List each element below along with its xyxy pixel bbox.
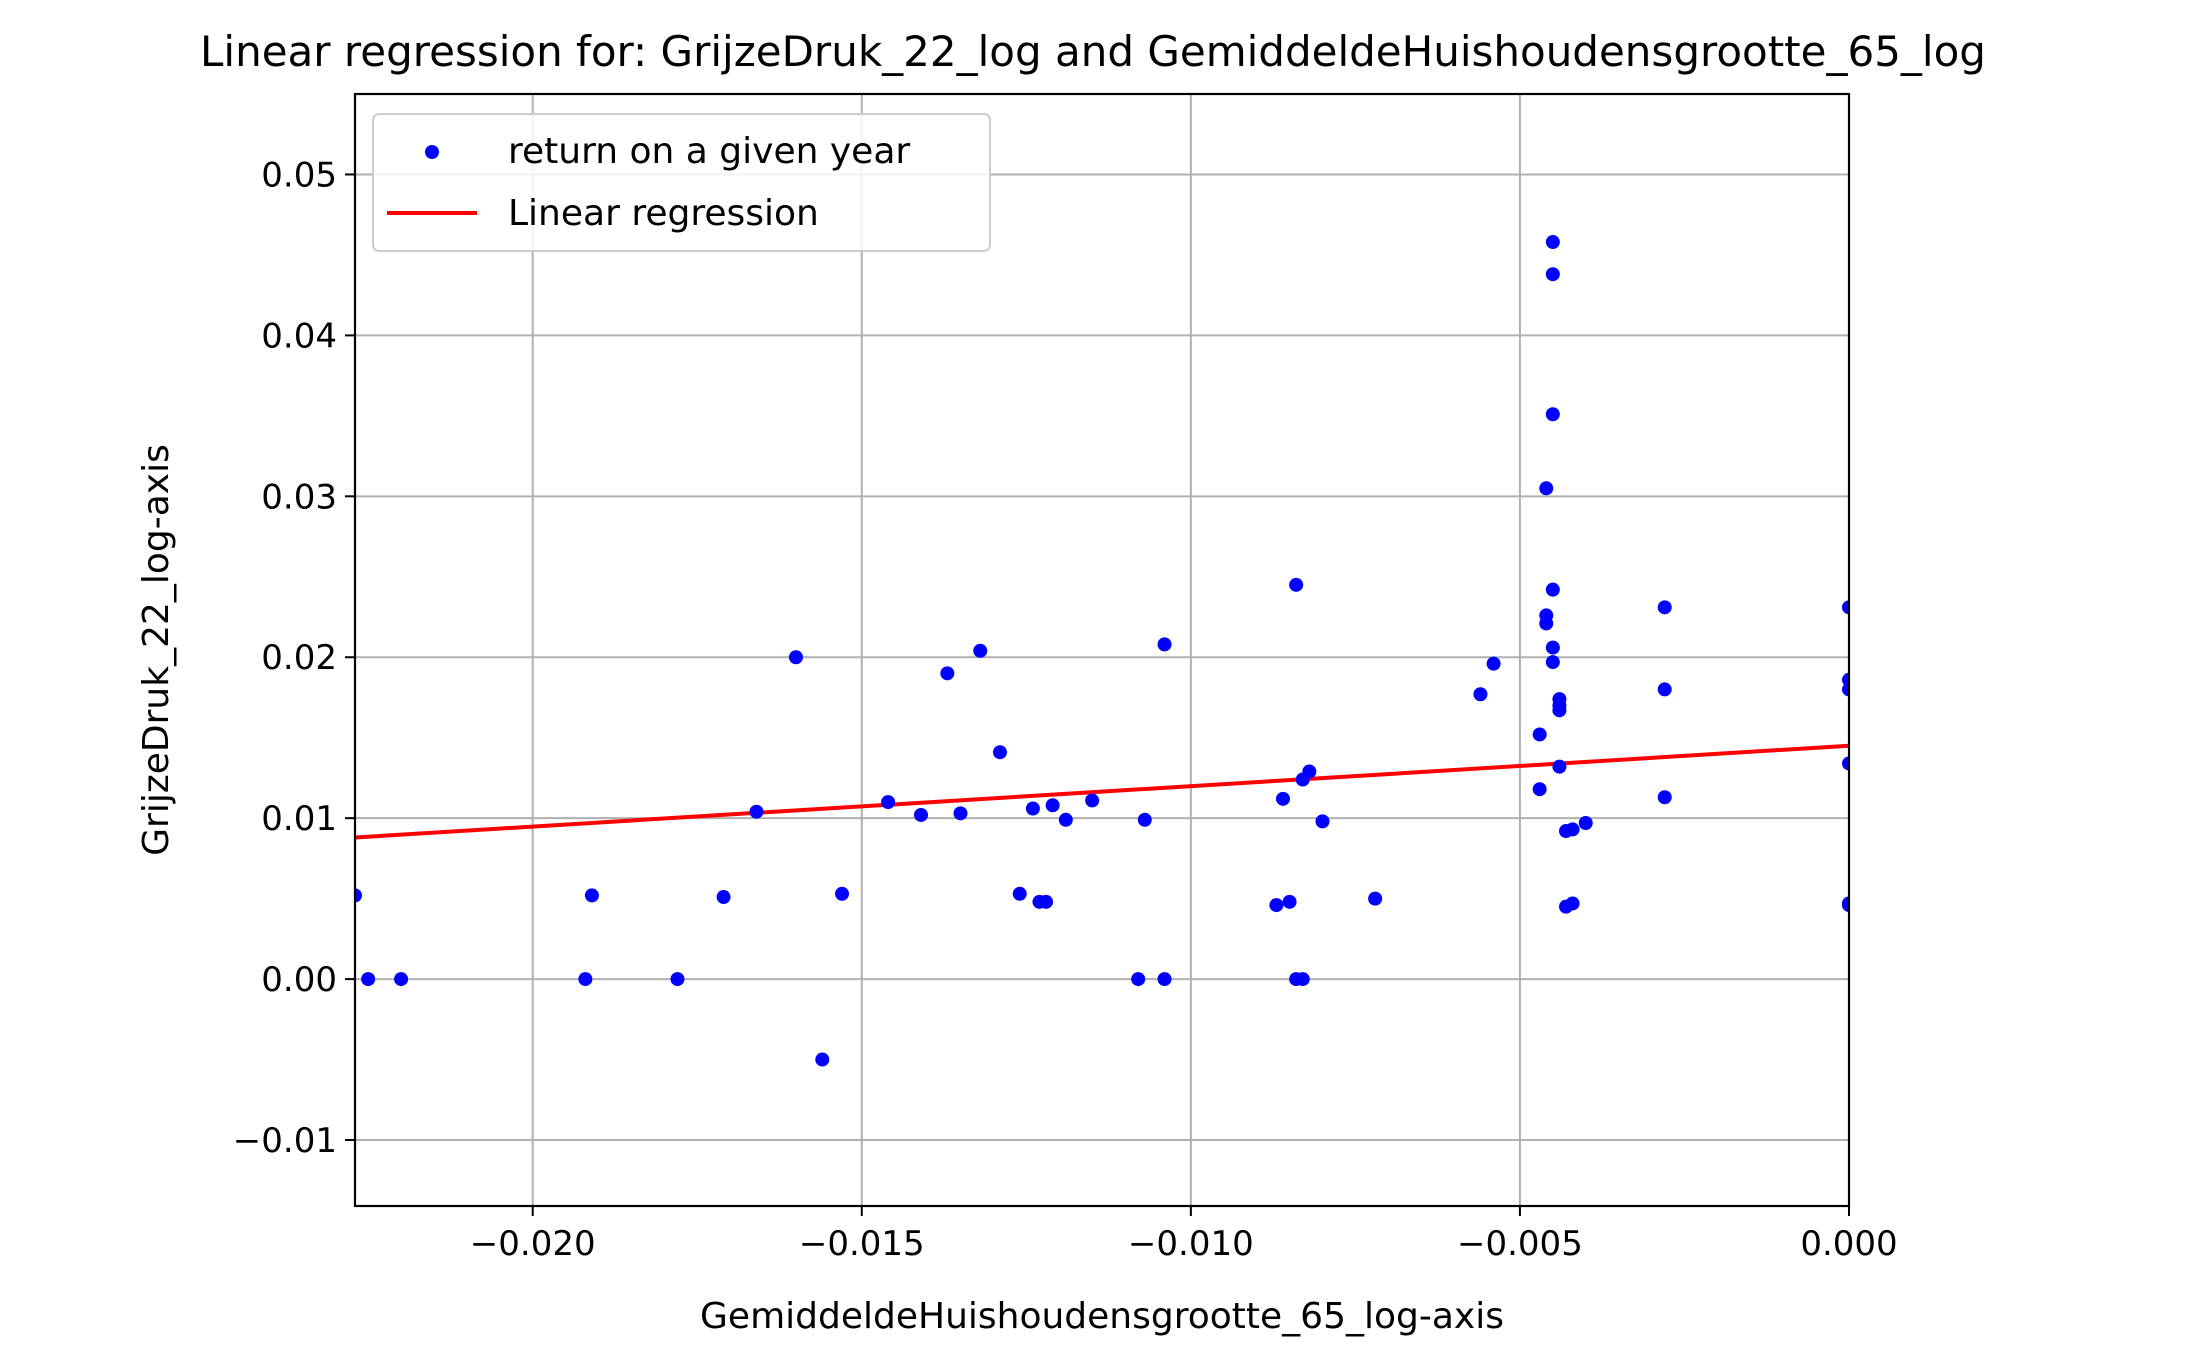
scatter-point (1315, 814, 1330, 829)
scatter-point (1539, 481, 1554, 496)
scatter-point (1552, 692, 1567, 707)
scatter-point (361, 972, 376, 987)
scatter-point (1545, 407, 1560, 422)
scatter-point (788, 650, 803, 665)
grid (355, 94, 1850, 1206)
scatter-point (1045, 798, 1060, 813)
legend-label-scatter: return on a given year (508, 131, 910, 172)
scatter-point (1565, 822, 1580, 837)
scatter-point (1473, 687, 1488, 702)
scatter-point (1058, 812, 1073, 827)
scatter-point (940, 666, 955, 681)
y-tick-label: 0.04 (261, 316, 337, 356)
scatter-point (1532, 782, 1547, 797)
scatter-point (1137, 812, 1152, 827)
scatter-point (1157, 637, 1172, 652)
y-axis-label: GrijzeDruk_22_log-axis (136, 444, 177, 856)
scatter-point (1269, 898, 1284, 913)
y-tick-label: 0.05 (261, 155, 337, 195)
scatter-point (578, 972, 593, 987)
scatter-point (835, 886, 850, 901)
scatter-point (1842, 756, 1849, 771)
x-tick-label: 0.000 (1800, 1224, 1897, 1264)
scatter-point (1539, 608, 1554, 623)
y-tick-label: 0.03 (261, 477, 337, 517)
legend: return on a given year Linear regression (372, 113, 991, 252)
scatter-point (1302, 764, 1317, 779)
legend-label-regression: Linear regression (508, 193, 819, 234)
scatter-point (1842, 600, 1849, 615)
scatter-point (1157, 972, 1172, 987)
scatter-point (1657, 790, 1672, 805)
scatter-point (1545, 582, 1560, 597)
scatter-point (394, 972, 409, 987)
legend-box (372, 113, 991, 252)
scatter-point (992, 745, 1007, 760)
scatter-point (1295, 972, 1310, 987)
scatter-point (1545, 267, 1560, 282)
scatter-point (881, 795, 896, 810)
scatter-point (1545, 640, 1560, 655)
scatter-point (1565, 896, 1580, 911)
scatter-point (1578, 815, 1593, 830)
scatter-point (716, 890, 731, 905)
scatter-point (1368, 891, 1383, 906)
scatter-point (953, 806, 968, 821)
scatter-point (1275, 791, 1290, 806)
x-axis-label: GemiddeldeHuishoudensgrootte_65_log-axis (700, 1296, 1504, 1337)
scatter-point (1842, 682, 1849, 697)
scatter-point (670, 972, 685, 987)
x-tick-label: −0.020 (470, 1224, 596, 1264)
scatter-point (1012, 886, 1027, 901)
scatter-point (1289, 577, 1304, 592)
scatter-point (1842, 896, 1849, 911)
y-ticks: −0.01 0.00 0.01 0.02 0.03 0.04 0.05 (233, 155, 355, 1161)
scatter-point (1657, 682, 1672, 697)
legend-marker-scatter (425, 145, 439, 159)
scatter-point (1282, 894, 1297, 909)
x-tick-label: −0.010 (1128, 1224, 1254, 1264)
scatter-points (355, 235, 1849, 1067)
chart-title: Linear regression for: GrijzeDruk_22_log… (200, 27, 1986, 76)
scatter-point (584, 888, 599, 903)
scatter-point (355, 888, 362, 903)
scatter-point (1552, 759, 1567, 774)
scatter-point (1039, 894, 1054, 909)
scatter-point (1532, 727, 1547, 742)
x-tick-label: −0.005 (1457, 1224, 1583, 1264)
scatter-point (815, 1052, 830, 1067)
x-ticks: −0.020 −0.015 −0.010 −0.005 0.000 (470, 1206, 1898, 1264)
scatter-point (914, 807, 929, 822)
scatter-point (973, 643, 988, 658)
scatter-point (1085, 793, 1100, 808)
scatter-point (1545, 655, 1560, 670)
scatter-point (749, 804, 764, 819)
axes-frame (353, 92, 1851, 1208)
regression-layer (354, 743, 1850, 840)
scatter-point (1545, 235, 1560, 250)
y-tick-label: 0.02 (261, 638, 337, 678)
y-tick-label: −0.01 (233, 1121, 337, 1161)
scatter-point (1025, 801, 1040, 816)
x-tick-label: −0.015 (799, 1224, 925, 1264)
y-tick-label: 0.00 (261, 960, 337, 1000)
y-tick-label: 0.01 (261, 799, 337, 839)
scatter-point (1486, 656, 1501, 671)
scatter-point (1657, 600, 1672, 615)
regression-line (354, 743, 1850, 840)
scatter-point (1131, 972, 1146, 987)
